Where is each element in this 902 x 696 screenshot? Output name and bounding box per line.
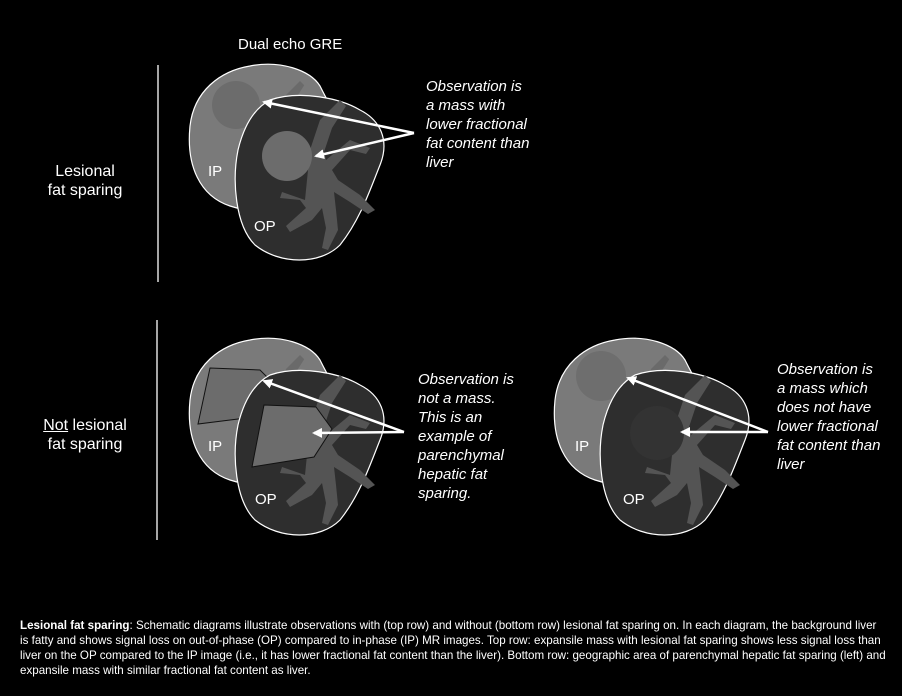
top-observation-text: Observation is a mass with lower fractio… xyxy=(426,78,530,171)
row-label-top: Lesional fat sparing xyxy=(40,162,130,200)
bottom-left-arrow-op xyxy=(312,427,405,438)
bottom-left-arrow-ip xyxy=(262,379,405,434)
row-label-bottom-not: Not xyxy=(43,417,69,434)
row-label-bottom: Not lesional fat sparing xyxy=(30,416,140,454)
row-label-bottom-line2: fat sparing xyxy=(47,436,123,453)
diagram-title: Dual echo GRE xyxy=(238,36,343,53)
bottom-left-op-liver xyxy=(234,369,385,536)
bottom-right-arrow-ip xyxy=(626,376,769,434)
bottom-right-ip-tag: IP xyxy=(575,438,590,455)
caption-heading: Lesional fat sparing xyxy=(20,619,130,632)
bottom-left-observation-text: Observation is not a mass. This is an ex… xyxy=(418,371,514,502)
row-label-top-line1: Lesional xyxy=(55,163,115,180)
bottom-right-op-tag: OP xyxy=(623,491,645,508)
row-label-bottom-rest: lesional xyxy=(68,417,127,434)
bottom-right-op-mass xyxy=(630,406,684,460)
bottom-left-op-sparing xyxy=(251,404,333,468)
bottom-left-op-tag: OP xyxy=(255,491,277,508)
row-label-bottom-line1: Not lesional xyxy=(30,416,140,435)
figure-caption: Lesional fat sparing: Schematic diagrams… xyxy=(20,618,886,678)
bottom-right-ip-mass xyxy=(576,351,626,401)
top-arrow-op xyxy=(314,131,415,160)
top-op-tag: OP xyxy=(254,218,276,235)
top-op-liver xyxy=(234,94,385,261)
row-label-top-line2: fat sparing xyxy=(47,182,123,199)
top-ip-liver xyxy=(188,63,361,211)
top-arrow-ip xyxy=(262,98,415,135)
caption-text: : Schematic diagrams illustrate observat… xyxy=(20,619,886,677)
bottom-right-ip-liver xyxy=(553,337,726,485)
top-ip-tag: IP xyxy=(208,163,223,180)
top-op-mass xyxy=(262,131,312,181)
bottom-right-panel xyxy=(553,337,769,536)
bottom-left-ip-tag: IP xyxy=(208,438,223,455)
bottom-right-observation-text: Observation is a mass which does not hav… xyxy=(777,361,881,473)
top-ip-mass xyxy=(212,81,260,129)
top-panel xyxy=(188,63,415,261)
bottom-left-panel xyxy=(188,337,405,536)
bottom-right-op-liver xyxy=(599,369,750,536)
